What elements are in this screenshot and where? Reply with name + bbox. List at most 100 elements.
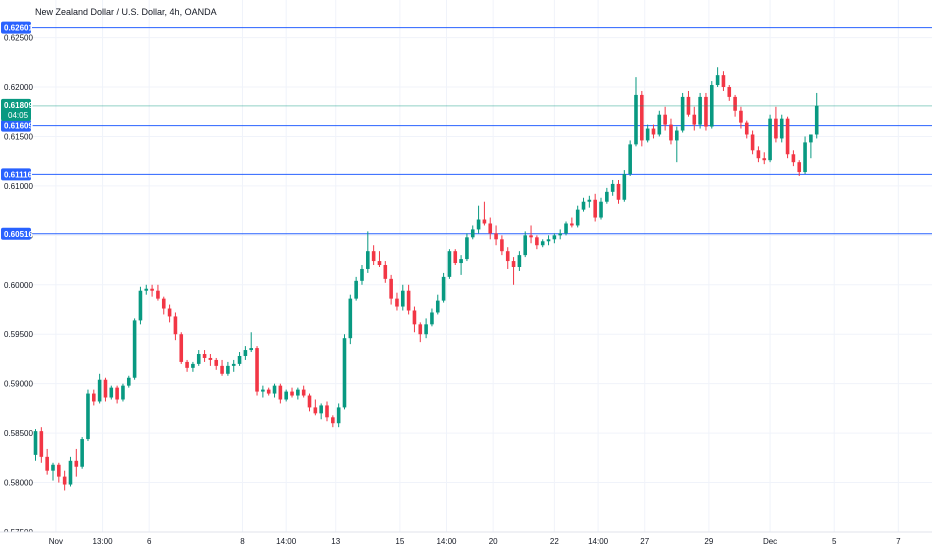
candle-body (645, 128, 650, 141)
candle (412, 306, 417, 333)
candle (68, 456, 73, 487)
candle-body (435, 300, 440, 313)
candle (762, 152, 767, 165)
candle (92, 389, 96, 406)
price-tick-label: 0.58500 (4, 429, 33, 438)
level-tag-label: 0.60516 (4, 230, 33, 239)
candle-body (756, 150, 761, 159)
candle-body (680, 96, 685, 131)
candle (74, 448, 79, 477)
candle (418, 322, 423, 343)
candle-body (575, 209, 580, 226)
candle (144, 284, 149, 295)
candle-body (610, 183, 615, 192)
candle (447, 249, 452, 279)
candle (785, 116, 790, 159)
level-price-tag: 0.62601 (1, 21, 33, 34)
candle (284, 389, 288, 402)
candle (319, 403, 323, 420)
candle (296, 387, 300, 400)
candle-body (214, 359, 219, 366)
candle-body (109, 387, 114, 398)
time-tick-label: 29 (704, 537, 713, 546)
time-axis[interactable]: Nov 13:00 6 8 14:00 13 15 14:00 20 22 14:00 27 29 Dec… (0, 531, 932, 550)
candle-body (663, 114, 667, 125)
candle (640, 90, 644, 147)
candle (272, 383, 277, 398)
candle (570, 217, 574, 228)
candle-body (692, 114, 697, 125)
candle-body (389, 278, 393, 299)
candle-body (744, 122, 749, 135)
candle-body (587, 199, 592, 202)
candle-body (418, 324, 423, 335)
candle (581, 197, 586, 212)
candle-body (750, 134, 755, 151)
candle (739, 106, 743, 129)
candle-body (622, 174, 627, 200)
price-axis[interactable]: 0.625000.620000.615000.610000.605000.600… (0, 0, 33, 537)
candle-body (272, 385, 277, 394)
candle (546, 235, 551, 246)
candle-body (482, 219, 487, 224)
candle (511, 257, 516, 285)
candle-body (704, 96, 708, 127)
candle (651, 124, 656, 139)
candle-body (447, 251, 452, 277)
candle (80, 437, 84, 469)
candle-body (261, 389, 265, 392)
candle-body (785, 118, 790, 155)
candle-body (779, 118, 784, 139)
candle-body (675, 130, 679, 141)
candle-body (669, 124, 673, 141)
candle-body (86, 393, 90, 440)
candle-body (406, 290, 411, 311)
candle (587, 195, 592, 208)
candle-body (762, 158, 767, 161)
horizontal-level-lines[interactable] (32, 27, 932, 235)
candle-body (97, 379, 102, 402)
candle-body (535, 237, 539, 246)
candle (750, 130, 755, 155)
candle (51, 462, 55, 481)
candle-body (383, 265, 388, 279)
candlestick-series (33, 67, 819, 491)
price-axis-background (0, 0, 32, 532)
candle (121, 383, 125, 402)
candle (470, 225, 475, 240)
candle-body (453, 251, 458, 264)
candle-body (103, 379, 108, 398)
time-tick-label: 8 (240, 537, 245, 546)
time-tick-label: 27 (640, 537, 649, 546)
candle (744, 120, 749, 139)
candle (605, 187, 609, 204)
price-tick-label: 0.58000 (4, 479, 33, 488)
candle (126, 375, 131, 388)
candle (395, 292, 399, 311)
candle-body (709, 85, 714, 127)
candle (360, 265, 364, 285)
candle-body (144, 288, 149, 291)
candle-body (342, 338, 347, 408)
candle-body (733, 96, 737, 111)
candle-body (237, 355, 242, 364)
candle (179, 332, 184, 364)
candle-body (412, 310, 417, 325)
candle (733, 94, 737, 117)
candle (809, 134, 813, 159)
time-tick-label: 5 (832, 537, 837, 546)
candle-body (558, 233, 562, 236)
candle-body (39, 431, 44, 457)
candle (325, 401, 329, 422)
candle-body (814, 105, 819, 135)
candle (686, 90, 691, 117)
candle-body (476, 219, 481, 230)
candle-body (570, 223, 574, 226)
candle-body (301, 389, 306, 396)
candle-body (581, 201, 586, 210)
candle (109, 385, 114, 400)
level-tag-label: 0.62601 (4, 24, 33, 33)
candle-body (441, 276, 446, 301)
